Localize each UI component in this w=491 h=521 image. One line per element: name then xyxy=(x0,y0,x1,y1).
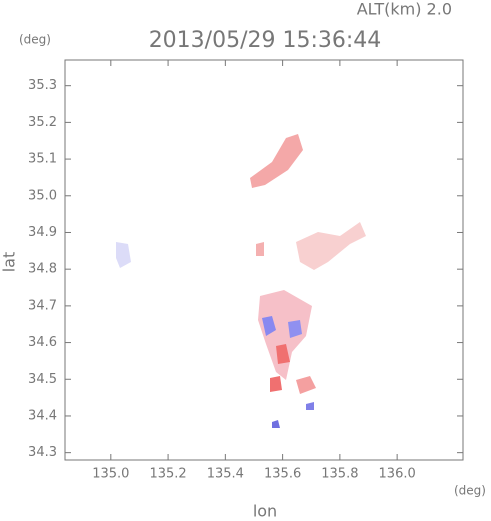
echo-region xyxy=(250,134,303,188)
y-tick-label: 35.3 xyxy=(28,78,57,93)
y-tick-label: 35.1 xyxy=(28,152,57,167)
x-tick-label: 135.0 xyxy=(92,467,129,482)
x-axis-label: lon xyxy=(253,502,277,521)
y-tick-label: 34.8 xyxy=(28,262,57,277)
echo-field xyxy=(116,134,366,428)
x-unit: (deg) xyxy=(454,484,486,498)
echo-region xyxy=(288,320,302,338)
echo-region xyxy=(276,344,290,364)
x-tick-label: 136.0 xyxy=(379,467,416,482)
y-unit: (deg) xyxy=(19,33,51,47)
echo-region xyxy=(262,316,276,336)
echo-region xyxy=(270,376,282,392)
x-tick-label: 135.8 xyxy=(321,467,358,482)
echo-region xyxy=(116,242,131,268)
x-tick-label: 135.4 xyxy=(207,467,244,482)
echo-region xyxy=(306,402,314,410)
y-tick-label: 34.6 xyxy=(28,335,57,350)
y-tick-label: 34.3 xyxy=(28,445,57,460)
y-tick-label: 35.2 xyxy=(28,115,57,130)
echo-region xyxy=(272,420,280,428)
echo-region xyxy=(258,290,312,380)
altitude-label: ALT(km) 2.0 xyxy=(357,0,452,19)
plot-frame xyxy=(64,59,464,461)
echo-region xyxy=(256,242,264,256)
echo-region xyxy=(296,376,316,394)
y-axis-label: lat xyxy=(0,252,19,273)
x-tick-label: 135.2 xyxy=(149,467,186,482)
chart-title: 2013/05/29 15:36:44 xyxy=(149,28,382,53)
y-tick-label: 34.4 xyxy=(28,408,57,423)
y-tick-label: 34.5 xyxy=(28,372,57,387)
y-tick-label: 34.9 xyxy=(28,225,57,240)
echo-region xyxy=(296,222,366,270)
y-tick-label: 35.0 xyxy=(28,188,57,203)
x-tick-label: 135.6 xyxy=(264,467,301,482)
y-tick-label: 34.7 xyxy=(28,298,57,313)
